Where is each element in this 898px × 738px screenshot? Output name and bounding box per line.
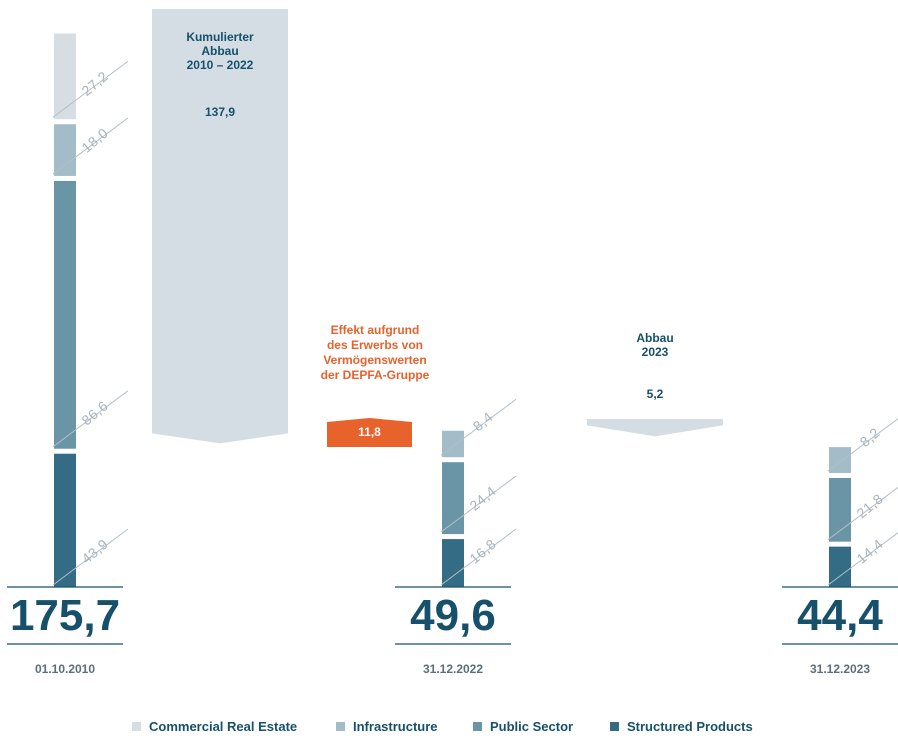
total-value: 44,4 xyxy=(797,591,883,640)
bar-segment xyxy=(54,124,76,176)
effect-title-line: Effekt aufgrund xyxy=(331,323,420,337)
bar-segment xyxy=(54,453,76,587)
legend-label: Public Sector xyxy=(490,719,573,734)
label-leader-line xyxy=(827,418,898,472)
reduction-title-line: Kumulierter xyxy=(186,30,254,44)
effect-value-label: 11,8 xyxy=(358,425,381,439)
cumulative-reduction-arrow xyxy=(152,9,288,444)
effect-title-line: des Erwerbs von xyxy=(327,338,423,352)
label-leader-line xyxy=(52,117,129,175)
label-leader-line xyxy=(440,528,517,586)
legend-swatch xyxy=(336,722,345,731)
label-leader-line xyxy=(52,60,129,118)
bar-segment xyxy=(829,447,851,473)
reduction-2023-title-line: Abbau xyxy=(636,331,673,345)
total-value: 49,6 xyxy=(410,591,496,640)
reduction-value-label: 137,9 xyxy=(205,105,235,119)
bar-segment xyxy=(442,539,464,587)
acquisition-effect-arrow xyxy=(327,418,412,447)
date-label: 31.12.2023 xyxy=(810,662,870,676)
legend-label: Commercial Real Estate xyxy=(149,719,297,734)
label-leader-line xyxy=(52,528,129,586)
effect-title-line: der DEPFA-Gruppe xyxy=(321,368,430,382)
date-label: 01.10.2010 xyxy=(35,662,95,676)
label-leader-line xyxy=(52,390,129,448)
reduction-2023-arrow xyxy=(587,419,723,437)
legend-swatch xyxy=(132,722,141,731)
bar-segment xyxy=(442,462,464,535)
bar-segment xyxy=(829,477,851,542)
bar-segment xyxy=(54,33,76,120)
reduction-title-line: Abbau xyxy=(201,44,238,58)
label-leader-line xyxy=(827,486,898,541)
bar-segment xyxy=(54,180,76,449)
reduction-2023-value-label: 5,2 xyxy=(647,387,664,401)
label-leader-line xyxy=(440,398,517,456)
reduction-2023-title-line: 2023 xyxy=(642,345,669,359)
bar-segment xyxy=(829,546,851,587)
label-leader-line xyxy=(827,532,898,586)
legend-label: Structured Products xyxy=(627,719,753,734)
legend-swatch xyxy=(473,722,482,731)
effect-title-line: Vermögenswerten xyxy=(323,353,426,367)
legend-label: Infrastructure xyxy=(353,719,438,734)
totals-and-dates: 175,7 01.10.2010 49,6 31.12.2022 44,4 31.12.2… xyxy=(7,586,898,676)
legend-swatch xyxy=(610,722,619,731)
label-leader-line xyxy=(440,475,517,533)
total-value: 175,7 xyxy=(10,591,120,640)
reduction-title-line: 2010 – 2022 xyxy=(187,58,254,72)
legend: Commercial Real Estate Infrastructure Publ… xyxy=(132,719,753,734)
bar-segment xyxy=(442,430,464,458)
date-label: 31.12.2022 xyxy=(423,662,483,676)
